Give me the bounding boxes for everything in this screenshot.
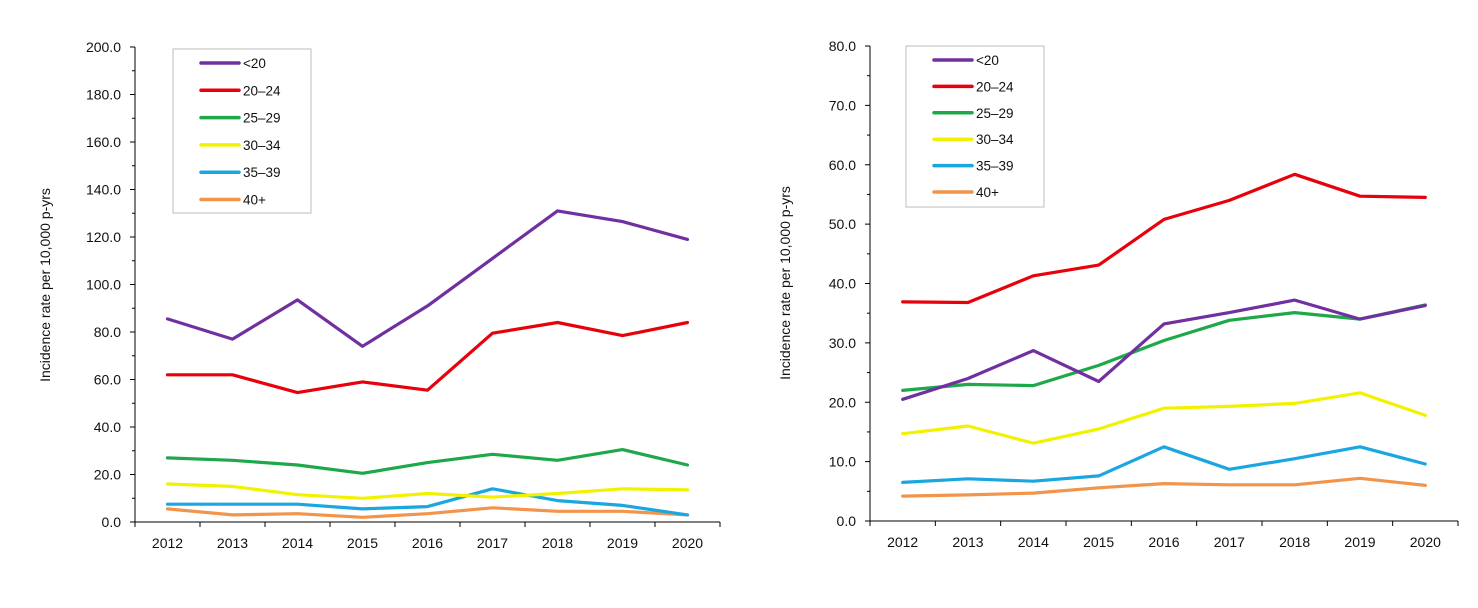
series-line-20-24: [165, 320, 690, 395]
y-tick-label: 0.0: [837, 513, 857, 529]
x-tick-label: 2020: [672, 535, 703, 551]
legend-label-under-20: <20: [243, 56, 266, 71]
legend-label-under-20: <20: [976, 53, 999, 68]
legend-label-20-24: 20–24: [976, 79, 1014, 94]
y-tick-label: 50.0: [829, 216, 856, 232]
y-tick-label: 20.0: [829, 394, 856, 410]
y-tick-label: 0.0: [102, 514, 122, 530]
legend-box: [905, 45, 1045, 208]
y-tick-label: 80.0: [94, 324, 121, 340]
legend-label-30-34: 30–34: [243, 138, 281, 153]
x-tick-label: 2014: [1018, 534, 1049, 550]
x-tick-label: 2020: [1410, 534, 1441, 550]
series-line-30-34: [901, 391, 1427, 445]
chart-panel-right: 0.0 10.0 20.0 30.0 40.0 50.0 60.0 70.0 80.0 2012 2…: [739, 0, 1478, 608]
series-line-35-39: [901, 445, 1427, 484]
y-tick-label: 160.0: [86, 134, 121, 150]
series-line-35-39: [165, 487, 690, 517]
series-line-30-34: [165, 482, 690, 500]
x-tick-label: 2015: [347, 535, 378, 551]
legend-label-25-29: 25–29: [976, 106, 1014, 121]
y-tick-label: 140.0: [86, 182, 121, 198]
legend-box: [172, 48, 312, 214]
y-tick-label: 10.0: [829, 454, 856, 470]
y-axis-title: Incidence rate per 10,000 p-yrs: [37, 188, 53, 382]
series-line-under-20: [165, 209, 690, 348]
y-tick-label: 100.0: [86, 277, 121, 293]
x-tick-label: 2017: [477, 535, 508, 551]
y-tick-label: 30.0: [829, 335, 856, 351]
x-tick-label: 2012: [887, 534, 918, 550]
series-line-under-20: [901, 298, 1427, 401]
y-tick-label: 60.0: [829, 157, 856, 173]
y-tick-label: 70.0: [829, 97, 856, 113]
line-chart-zoomed-right: 0.0 10.0 20.0 30.0 40.0 50.0 60.0 70.0 80.0 2012 2…: [777, 38, 1459, 550]
x-tick-label: 2013: [217, 535, 248, 551]
x-tick-label: 2018: [1279, 534, 1310, 550]
x-tick-label: 2012: [152, 535, 183, 551]
legend-label-30-34: 30–34: [976, 132, 1014, 147]
y-tick-label: 80.0: [829, 38, 856, 54]
series-lines: [901, 172, 1427, 498]
chart-panel-left: 0.0 20.0 40.0 60.0 80.0 100.0 120.0 140.0 160.0 1…: [37, 39, 721, 551]
y-tick-label: 40.0: [829, 276, 856, 292]
series-line-25-29: [165, 448, 690, 475]
legend-label-35-39: 35–39: [976, 159, 1014, 174]
series-lines: [165, 209, 690, 519]
line-chart-all-ages-left: 0.0 20.0 40.0 60.0 80.0 100.0 120.0 140.0 160.0 1…: [37, 39, 721, 551]
series-line-25-29: [901, 303, 1427, 392]
y-axis-title: Incidence rate per 10,000 p-yrs: [777, 186, 793, 380]
x-tick-label: 2019: [607, 535, 638, 551]
y-tick-label: 200.0: [86, 39, 121, 55]
legend-label-40-plus: 40+: [243, 193, 266, 208]
x-tick-label: 2015: [1083, 534, 1114, 550]
y-tick-label: 120.0: [86, 229, 121, 245]
x-tick-label: 2014: [282, 535, 313, 551]
legend-label-20-24: 20–24: [243, 83, 281, 98]
x-tick-label: 2016: [412, 535, 443, 551]
x-tick-label: 2013: [952, 534, 983, 550]
series-line-40-plus: [901, 476, 1427, 498]
legend-label-25-29: 25–29: [243, 111, 281, 126]
series-line-20-24: [901, 172, 1427, 305]
legend: <20 20–24 25–29 30–34 35–39 40+: [905, 45, 1045, 208]
legend-label-35-39: 35–39: [243, 165, 281, 180]
y-tick-label: 180.0: [86, 87, 121, 103]
series-line-40-plus: [165, 506, 690, 519]
y-tick-label: 60.0: [94, 372, 121, 388]
legend: <20 20–24 25–29 30–34 35–39 40+: [172, 48, 312, 214]
x-tick-label: 2017: [1214, 534, 1245, 550]
x-tick-label: 2019: [1344, 534, 1375, 550]
y-tick-label: 40.0: [94, 419, 121, 435]
y-tick-label: 20.0: [94, 467, 121, 483]
legend-label-40-plus: 40+: [976, 185, 999, 200]
x-tick-label: 2016: [1148, 534, 1179, 550]
x-tick-label: 2018: [542, 535, 573, 551]
